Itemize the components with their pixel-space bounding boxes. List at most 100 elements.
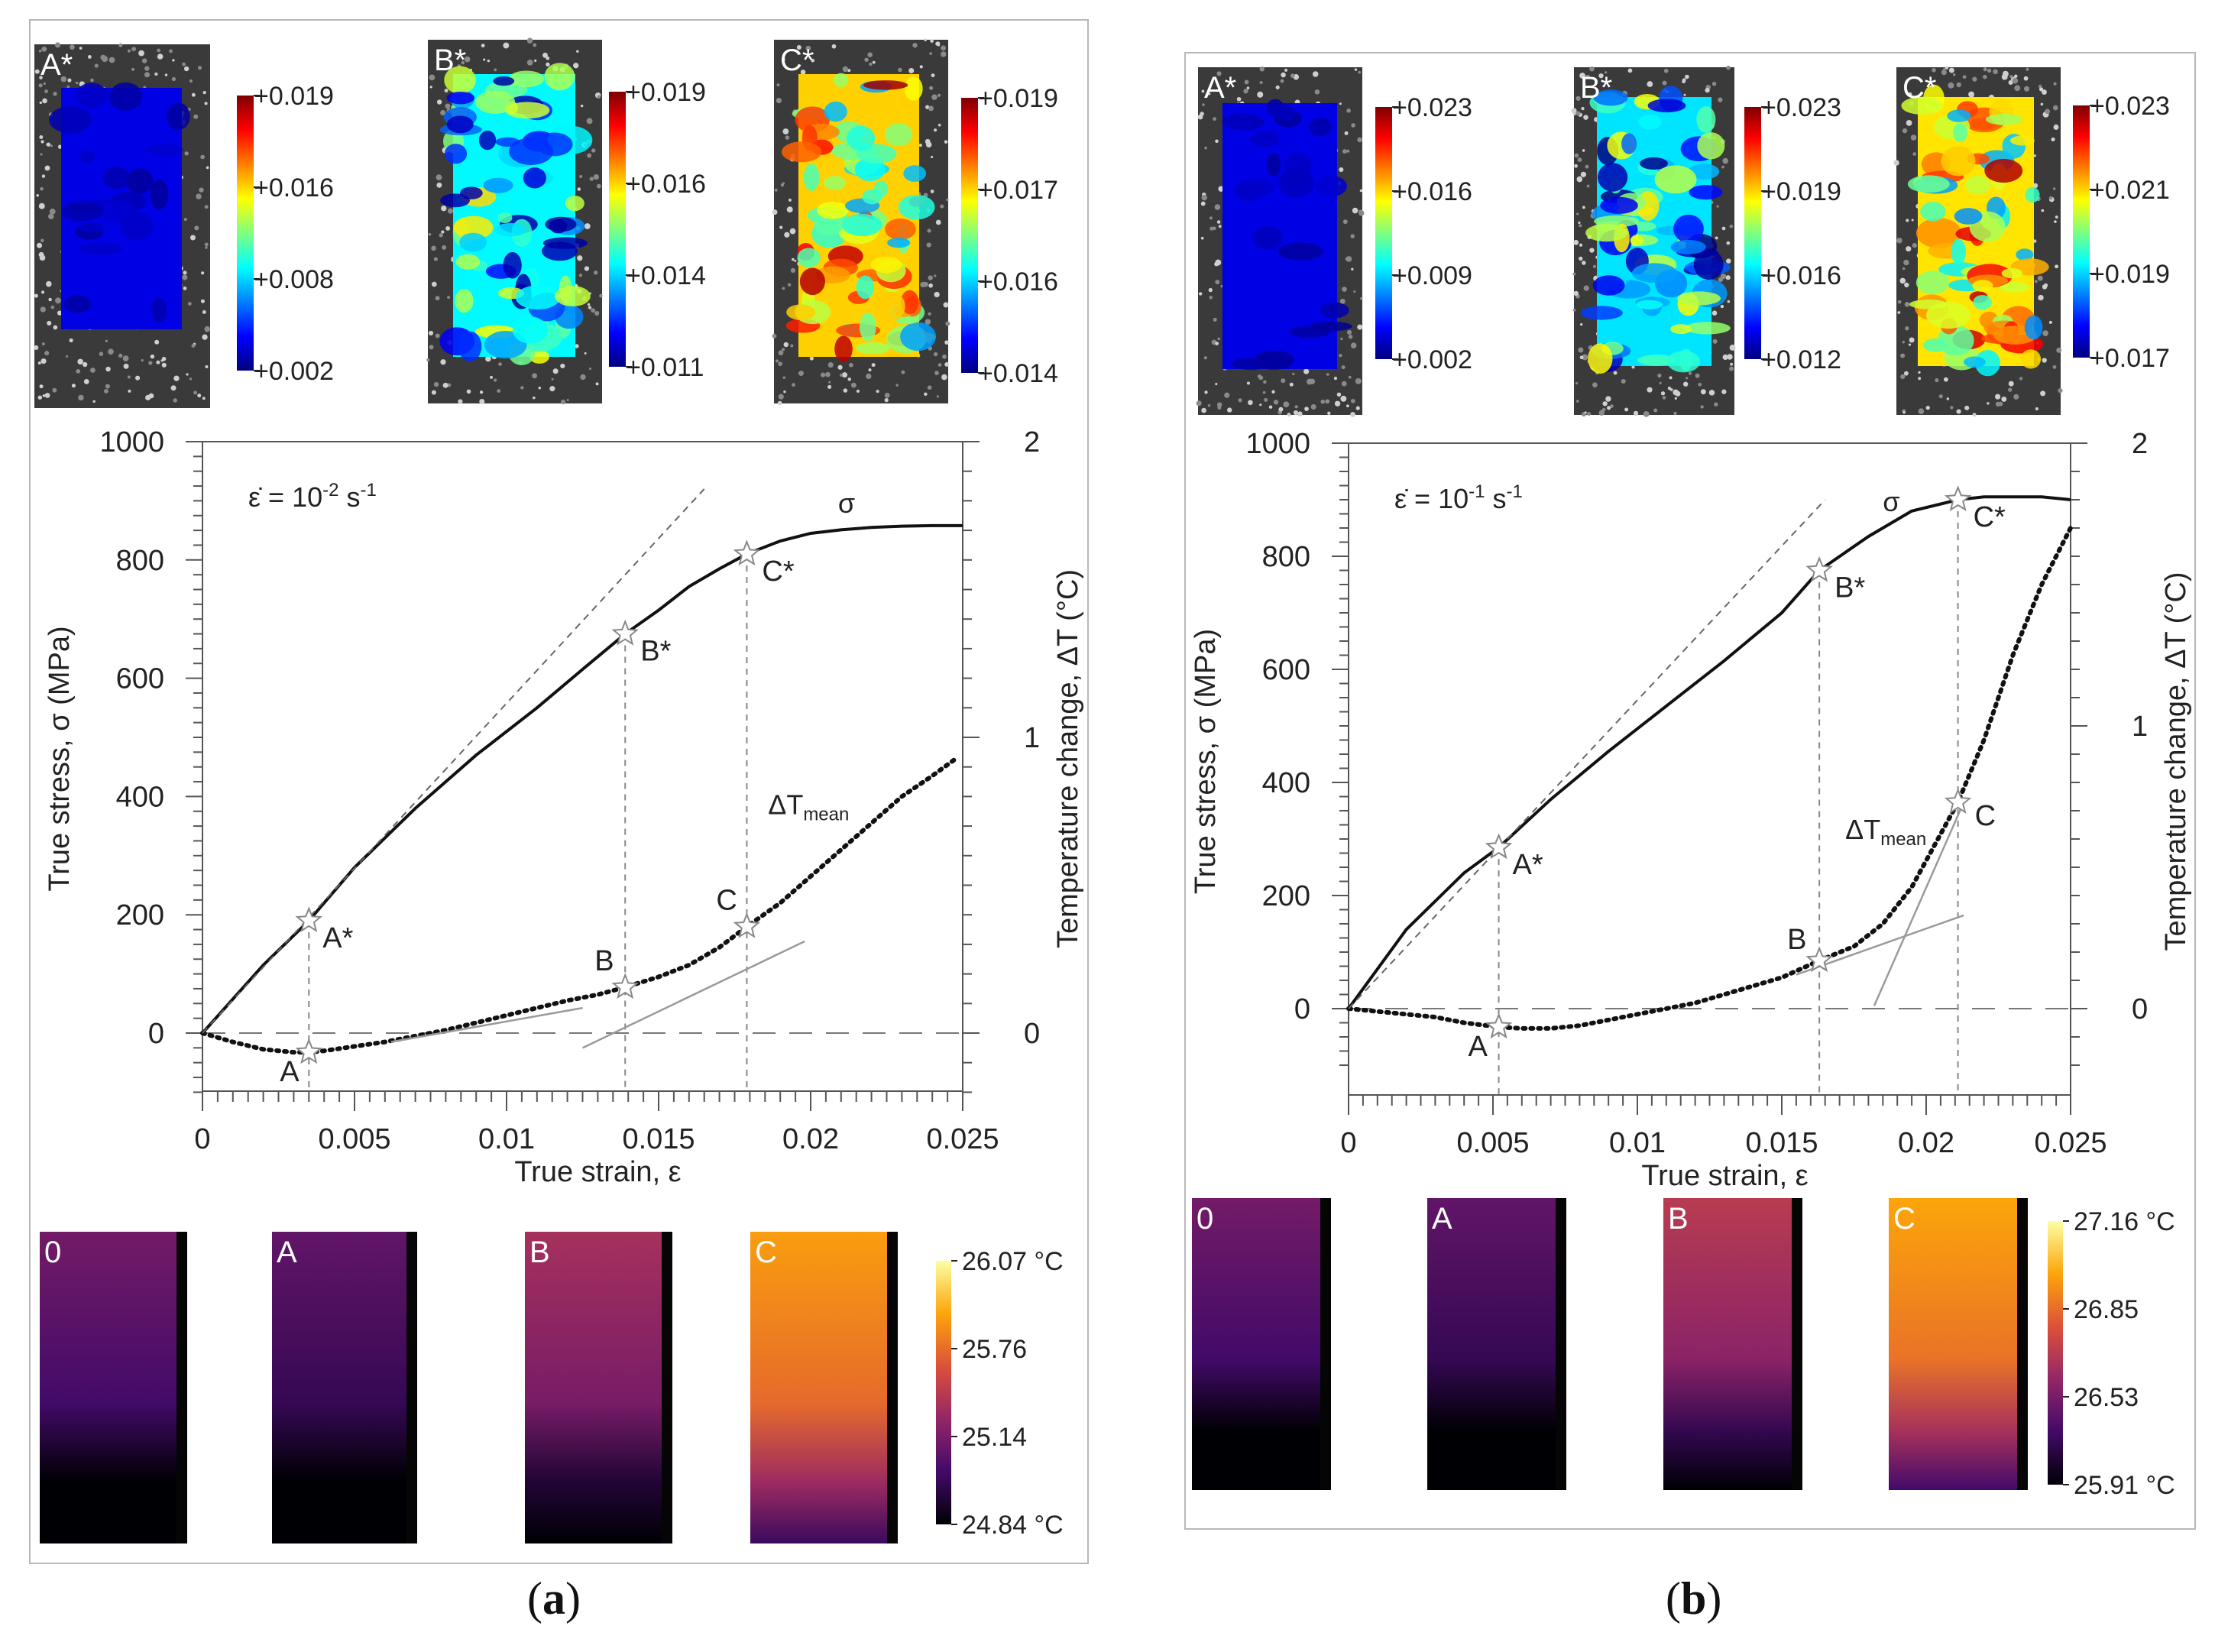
strain-blob <box>505 102 550 119</box>
speckle-dot <box>1198 292 1203 296</box>
marker-star-Cstar <box>733 539 761 566</box>
speckle-dot <box>935 41 941 47</box>
speckle-dot <box>2055 264 2059 269</box>
strain-blob <box>79 222 106 233</box>
speckle-dot <box>1207 403 1211 407</box>
speckle-dot <box>930 39 934 43</box>
speckle-dot <box>782 376 786 380</box>
speckle-dot <box>1342 219 1348 225</box>
strain-blob <box>545 216 577 232</box>
speckle-dot <box>1686 377 1689 380</box>
thermal-map-label: 0 <box>1197 1202 1213 1236</box>
strain-blob <box>1278 104 1294 121</box>
speckle-dot <box>1902 267 1906 270</box>
marker-star-C <box>1944 788 1972 814</box>
speckle-dot <box>1202 103 1205 106</box>
speckle-dot <box>928 312 931 316</box>
speckle-dot <box>577 187 581 191</box>
y-tick-label: 0 <box>1294 993 1310 1025</box>
speckle-dot <box>2023 86 2030 92</box>
speckle-dot <box>1326 373 1329 376</box>
speckle-dot <box>37 242 43 248</box>
speckle-dot <box>1200 201 1206 206</box>
strain-blob <box>512 316 548 344</box>
speckle-dot <box>46 142 51 147</box>
speckle-dot <box>118 353 123 358</box>
speckle-dot <box>779 225 783 229</box>
speckle-dot <box>104 389 108 394</box>
strain-blob <box>1915 218 1962 248</box>
speckle-dot <box>1339 102 1342 105</box>
specimen-edge <box>1320 1198 1331 1490</box>
speckle-dot <box>1209 216 1213 220</box>
strain-blob <box>75 83 108 108</box>
strain-blob <box>1973 295 1993 310</box>
marker-star-B <box>611 973 639 999</box>
thermal-colorbar: 26.07 °C 25.76 25.14 24.84 °C <box>936 1247 1064 1540</box>
speckle-dot <box>49 209 56 215</box>
speckle-dot <box>1584 411 1587 414</box>
speckle-dot <box>1580 171 1587 177</box>
speckle-dot <box>2053 124 2059 130</box>
speckle-dot <box>2042 89 2047 95</box>
colorbar-tick-label: +0.012 <box>1761 345 1841 374</box>
speckle-dot <box>481 44 485 48</box>
strain-blob <box>119 212 154 240</box>
speckle-dot <box>447 208 454 214</box>
speckle-dot <box>1592 382 1598 388</box>
strain-blob <box>1647 99 1686 113</box>
specimen-edge <box>176 1232 187 1543</box>
y2-axis-label: Temperature change, ΔT (°C) <box>2160 572 2192 951</box>
dic-map-label: C* <box>1903 71 1936 105</box>
speckle-dot <box>1350 234 1355 238</box>
speckle-dot <box>1246 86 1250 89</box>
speckle-dot <box>440 359 446 365</box>
chart-a: 0 200 400 600 800 1000 0 1 2 0 0.005 0.01 0.015 0.02 0… <box>44 426 1084 1188</box>
speckle-dot <box>1340 395 1347 402</box>
strain-blob <box>1984 158 2023 183</box>
speckle-dot <box>1653 408 1658 413</box>
thermal-colorbar: 27.16 °C 26.85 26.53 25.91 °C <box>2048 1207 2175 1500</box>
speckle-dot <box>202 334 208 340</box>
curve-label: ΔTmean <box>768 789 849 825</box>
series-σ <box>1347 495 2071 1010</box>
strain-blob <box>483 177 513 193</box>
strain-blob <box>1670 324 1692 335</box>
speckle-dot <box>1218 225 1222 228</box>
speckle-dot <box>189 377 193 381</box>
speckle-dot <box>1246 381 1250 385</box>
speckle-dot <box>1216 402 1222 407</box>
speckle-dot <box>1304 407 1309 411</box>
strain-blob <box>446 115 474 134</box>
speckle-dot <box>141 58 147 63</box>
speckle-dot <box>1903 411 1906 414</box>
strain-blob <box>555 286 591 307</box>
speckle-dot <box>447 296 451 300</box>
speckle-dot <box>127 49 131 53</box>
thermal-scale-label: 26.07 °C <box>962 1247 1064 1276</box>
colorbar <box>961 98 978 373</box>
speckle-dot <box>526 37 533 44</box>
speckle-dot <box>594 311 600 316</box>
speckle-dot <box>532 373 538 379</box>
speckle-dot <box>783 390 786 394</box>
speckle-dot <box>2009 75 2013 79</box>
speckle-dot <box>912 43 918 48</box>
speckle-dot <box>924 38 927 41</box>
thermal-map-A: A <box>1427 1198 1566 1490</box>
strain-blob <box>1598 163 1628 192</box>
x-tick-label: 0 <box>1340 1127 1356 1159</box>
speckle-dot <box>786 206 793 213</box>
speckle-dot <box>884 392 890 398</box>
strain-blob <box>856 342 891 355</box>
thermal-scale-label: 26.53 <box>2074 1383 2139 1412</box>
colorbar-tick-label: +0.021 <box>2090 176 2170 205</box>
x-tick-label: 0 <box>194 1123 210 1155</box>
speckle-dot <box>929 52 933 55</box>
speckle-dot <box>584 223 591 229</box>
thermal-map-C: C <box>1889 1198 2028 1490</box>
speckle-dot <box>66 355 69 358</box>
speckle-dot <box>1995 394 2001 400</box>
speckle-dot <box>1579 73 1585 79</box>
strain-blob <box>876 291 905 322</box>
